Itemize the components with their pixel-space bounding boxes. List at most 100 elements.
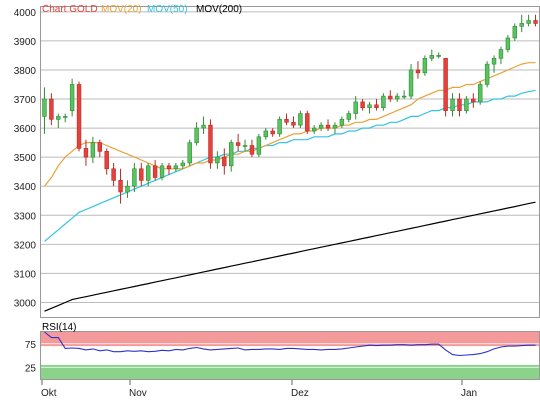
rsi-band <box>41 364 539 379</box>
y-tick-label: 3800 <box>14 66 37 77</box>
candle <box>180 160 185 169</box>
candle <box>443 58 448 117</box>
y-tick-label: 3200 <box>14 240 37 251</box>
candle <box>401 90 407 100</box>
rsi-bands <box>41 332 539 379</box>
candle-body <box>49 98 54 120</box>
candle-body <box>76 84 82 149</box>
candle-body <box>360 101 365 109</box>
candle <box>201 116 206 134</box>
candle-body <box>395 95 400 100</box>
candle <box>498 46 504 65</box>
candle <box>339 116 345 129</box>
candle <box>139 162 144 187</box>
candle <box>215 151 220 169</box>
candle <box>519 14 524 33</box>
candle-body <box>63 116 68 118</box>
candle-body <box>526 20 531 24</box>
candle-body <box>242 145 248 147</box>
candle <box>381 93 386 111</box>
candle <box>173 162 179 172</box>
candle-body <box>429 55 434 59</box>
rsi-title: RSI(14) <box>42 322 76 333</box>
candle-body <box>325 124 331 129</box>
candle-body <box>422 58 428 74</box>
candle-body <box>229 142 234 167</box>
candle-body <box>291 121 296 126</box>
candle <box>97 139 102 158</box>
candle <box>277 116 282 137</box>
candle <box>76 81 82 152</box>
candle-body <box>263 130 268 138</box>
candle-body <box>83 148 89 158</box>
candle <box>152 160 158 181</box>
candle-body <box>42 98 47 117</box>
candle <box>318 122 324 131</box>
candle <box>229 139 234 172</box>
candle <box>146 162 151 187</box>
candle <box>312 125 317 134</box>
candle <box>422 55 428 76</box>
candle <box>125 180 130 198</box>
candle <box>90 136 96 163</box>
x-tick-label: Nov <box>129 388 147 399</box>
candle-body <box>408 69 414 97</box>
candle <box>484 61 490 88</box>
price-y-ticks: 3000 3100 3200 3300 3400 3500 3600 3700 3800 3900… <box>14 8 37 310</box>
candle-body <box>208 124 213 164</box>
y-tick-label: 3100 <box>14 269 37 280</box>
price-panel-frame <box>40 6 540 318</box>
y-tick-label: 3700 <box>14 95 37 106</box>
legend: Chart GOLD MOV(20) MOV(50) MOV(200) <box>42 4 242 15</box>
candle-body <box>111 168 116 181</box>
candle <box>325 119 331 131</box>
y-tick-label: 3400 <box>14 182 37 193</box>
candle <box>512 23 517 41</box>
legend-item-mov20: MOV(20) <box>101 4 142 15</box>
candle <box>457 93 462 117</box>
candle <box>505 35 511 53</box>
candle <box>263 128 268 140</box>
candle <box>63 113 68 123</box>
candle-body <box>222 156 227 167</box>
candle-body <box>464 98 469 111</box>
candle-body <box>180 162 185 167</box>
rsi-tick-label: 75 <box>25 340 37 351</box>
candle <box>436 52 441 59</box>
candle-body <box>173 165 179 170</box>
candle-body <box>512 26 517 39</box>
x-tick-label: Okt <box>41 388 57 399</box>
candle <box>450 93 455 117</box>
candle-body <box>104 151 109 170</box>
candle-body <box>152 165 158 178</box>
candle-body <box>388 95 393 100</box>
candle-body <box>159 165 165 178</box>
candle <box>367 101 372 114</box>
legend-item-mov50: MOV(50) <box>147 4 188 15</box>
candle <box>159 162 165 181</box>
candle-body <box>346 113 351 120</box>
candle-body <box>478 84 483 103</box>
candle-body <box>270 130 275 135</box>
candle <box>222 148 227 175</box>
candle-body <box>332 124 338 129</box>
candle <box>270 128 275 137</box>
candle-body <box>498 49 504 59</box>
candle-body <box>450 98 455 111</box>
candle <box>533 14 538 27</box>
candle-body <box>125 185 130 193</box>
candle-body <box>436 55 441 57</box>
candle-body <box>367 104 372 109</box>
candle <box>374 99 379 111</box>
rsi-line <box>44 331 536 357</box>
candle-body <box>201 124 206 129</box>
candle-body <box>339 119 345 126</box>
candle <box>395 93 400 102</box>
y-tick-label: 4000 <box>14 8 37 19</box>
candle <box>104 148 109 175</box>
candle <box>49 93 54 126</box>
candle-body <box>484 63 490 85</box>
candle <box>111 162 116 187</box>
